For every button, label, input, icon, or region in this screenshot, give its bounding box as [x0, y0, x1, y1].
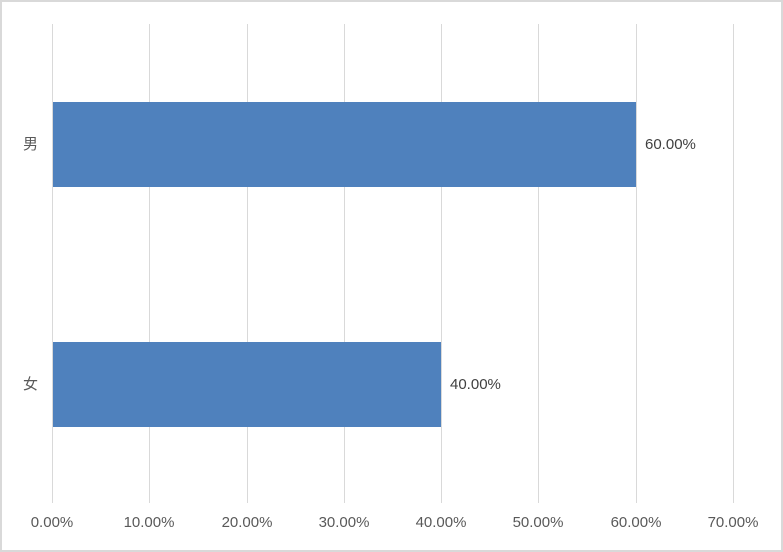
x-axis-tick-label: 20.00% [221, 514, 273, 531]
x-axis-tick-label: 0.00% [30, 514, 74, 531]
x-axis-tick-label: 30.00% [318, 514, 370, 531]
gridline [733, 24, 734, 503]
category-axis-line [52, 24, 53, 503]
x-axis-tick-label: 70.00% [707, 514, 759, 531]
bar-男 [53, 102, 636, 187]
gridline [247, 24, 248, 503]
gridline [538, 24, 539, 503]
data-label: 40.00% [450, 376, 501, 393]
x-axis-tick-label: 40.00% [415, 514, 467, 531]
plot-area [52, 24, 734, 503]
gridline [441, 24, 442, 503]
category-axis-label: 女 [22, 376, 38, 393]
category-axis-label: 男 [22, 136, 38, 153]
gridline [149, 24, 150, 503]
x-axis-tick-label: 10.00% [123, 514, 175, 531]
gridline [344, 24, 345, 503]
bar-女 [53, 342, 441, 427]
x-axis-tick-label: 50.00% [512, 514, 564, 531]
data-label: 60.00% [645, 136, 696, 153]
gridline [636, 24, 637, 503]
x-axis-tick-label: 60.00% [610, 514, 662, 531]
